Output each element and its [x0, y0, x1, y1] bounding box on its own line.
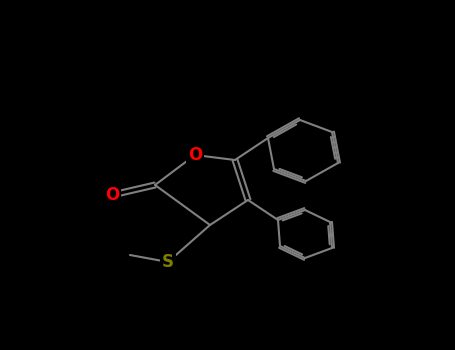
Text: O: O [105, 186, 119, 204]
Text: O: O [188, 146, 202, 164]
Text: S: S [162, 253, 174, 271]
